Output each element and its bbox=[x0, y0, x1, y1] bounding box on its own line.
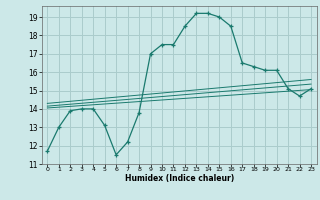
X-axis label: Humidex (Indice chaleur): Humidex (Indice chaleur) bbox=[124, 174, 234, 183]
